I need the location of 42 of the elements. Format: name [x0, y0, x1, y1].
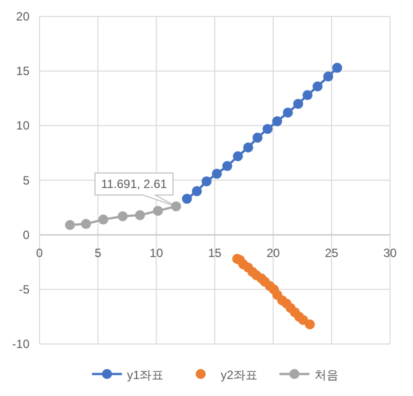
x-tick-label: 0 — [36, 246, 44, 260]
point — [302, 90, 313, 100]
point — [304, 319, 315, 330]
x-tick-label: 15 — [208, 246, 222, 260]
point — [232, 151, 243, 162]
x-tick-label: 5 — [94, 246, 102, 260]
y-tick-label: 15 — [16, 64, 30, 78]
y-tick-label: 10 — [16, 118, 30, 133]
point — [152, 206, 163, 216]
y-tick-label: 5 — [22, 173, 30, 188]
point — [64, 220, 75, 230]
point — [272, 116, 282, 126]
point — [212, 168, 222, 179]
y-tick-label: -10 — [12, 337, 30, 351]
y-tick-label: 20 — [16, 10, 30, 24]
point — [118, 211, 128, 222]
point — [134, 210, 145, 220]
y-tick-label: -5 — [18, 282, 30, 296]
point — [282, 108, 293, 118]
annotation: 11.691, 2.61 — [101, 177, 168, 191]
point — [323, 72, 334, 82]
point — [171, 201, 182, 212]
point — [192, 186, 202, 196]
point — [252, 132, 263, 143]
x-tick-label: 20 — [266, 246, 280, 260]
x-tick-label: 25 — [324, 246, 339, 260]
legend-label: 처음 — [314, 368, 338, 382]
legend-label: y2좌표 — [220, 368, 258, 382]
point — [202, 176, 212, 186]
y-tick-label: 0 — [22, 228, 30, 242]
legend-label: y1좌표 — [127, 368, 164, 382]
point — [81, 218, 91, 229]
x-tick-label: 30 — [383, 246, 397, 260]
point — [222, 161, 232, 172]
point — [243, 142, 254, 152]
x-tick-label: 10 — [150, 246, 164, 260]
point — [312, 81, 323, 92]
point — [262, 124, 273, 134]
point — [332, 62, 342, 73]
point — [293, 98, 304, 109]
point — [98, 214, 108, 225]
point — [182, 194, 192, 204]
